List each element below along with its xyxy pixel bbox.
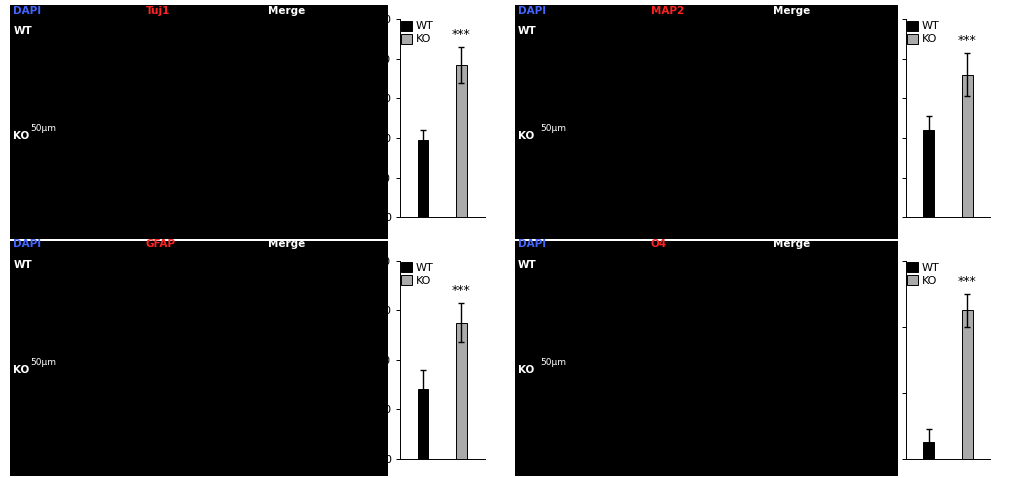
Text: D: D — [517, 243, 529, 258]
Legend: WT, KO: WT, KO — [906, 262, 938, 286]
Legend: WT, KO: WT, KO — [906, 21, 938, 44]
Text: KO: KO — [518, 365, 534, 375]
Y-axis label: GFAP/DAPI(%): GFAP/DAPI(%) — [361, 316, 374, 403]
Legend: WT, KO: WT, KO — [400, 21, 433, 44]
Text: GFAP: GFAP — [146, 239, 175, 249]
Text: Merge: Merge — [772, 239, 810, 249]
Y-axis label: O4/DAPI(%): O4/DAPI(%) — [873, 323, 886, 396]
Bar — [922, 130, 933, 217]
Bar — [417, 140, 428, 217]
Text: ***: *** — [957, 275, 976, 288]
Bar — [417, 390, 428, 459]
Text: DAPI: DAPI — [518, 6, 546, 16]
Text: 50μm: 50μm — [540, 124, 566, 133]
Y-axis label: Tuj1/DAPI(%): Tuj1/DAPI(%) — [361, 78, 374, 158]
Text: DAPI: DAPI — [13, 239, 42, 249]
Text: WT: WT — [518, 26, 536, 36]
Y-axis label: MAP2/DAPI(%): MAP2/DAPI(%) — [866, 74, 879, 163]
Text: Merge: Merge — [772, 6, 810, 16]
Text: B: B — [517, 11, 528, 25]
Text: ***: *** — [451, 28, 471, 41]
Text: C: C — [12, 243, 23, 258]
Text: KO: KO — [13, 131, 30, 141]
Bar — [455, 323, 467, 459]
Bar — [961, 75, 972, 217]
Text: 50μm: 50μm — [31, 358, 56, 367]
Text: A: A — [12, 11, 24, 25]
Text: ***: *** — [957, 34, 976, 47]
Bar — [961, 310, 972, 459]
Text: DAPI: DAPI — [518, 239, 546, 249]
Text: Tuj1: Tuj1 — [146, 6, 170, 16]
Text: WT: WT — [13, 260, 32, 270]
Text: Merge: Merge — [268, 239, 306, 249]
Text: DAPI: DAPI — [13, 6, 42, 16]
Text: Merge: Merge — [268, 6, 306, 16]
Legend: WT, KO: WT, KO — [400, 262, 433, 286]
Text: MAP2: MAP2 — [650, 6, 684, 16]
Text: O4: O4 — [650, 239, 666, 249]
Text: 50μm: 50μm — [540, 358, 566, 367]
Text: KO: KO — [13, 365, 30, 375]
Text: 50μm: 50μm — [31, 124, 56, 133]
Text: KO: KO — [518, 131, 534, 141]
Bar — [922, 442, 933, 459]
Bar — [455, 65, 467, 217]
Text: ***: *** — [451, 284, 471, 297]
Text: WT: WT — [13, 26, 32, 36]
Text: WT: WT — [518, 260, 536, 270]
